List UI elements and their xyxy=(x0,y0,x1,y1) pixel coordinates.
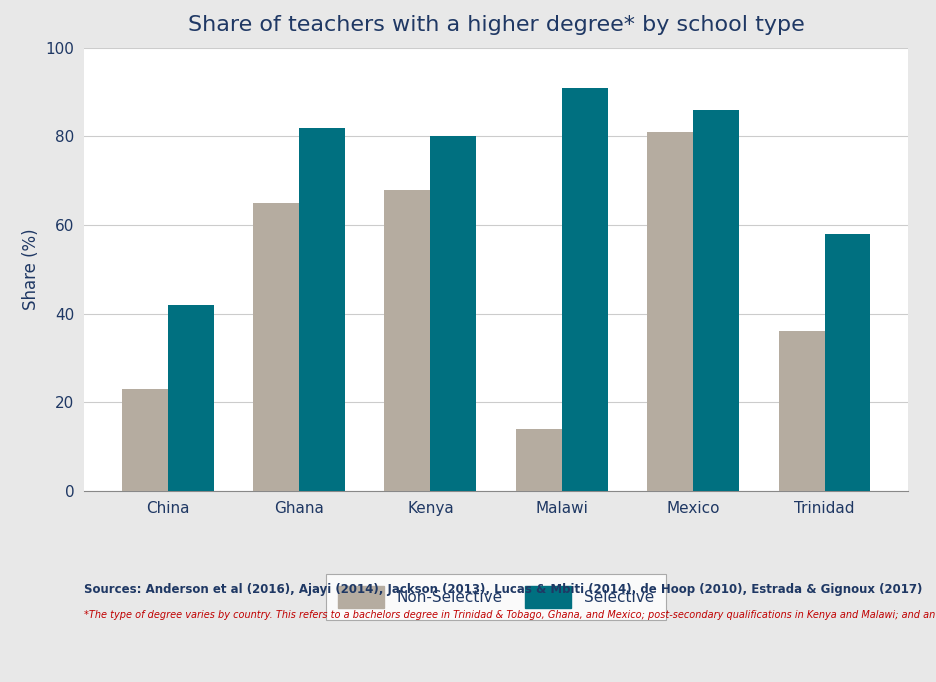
Bar xyxy=(647,132,694,491)
Bar xyxy=(385,190,431,491)
Bar xyxy=(431,136,476,491)
Bar xyxy=(122,389,168,491)
Legend: Non-Selective, Selective: Non-Selective, Selective xyxy=(326,574,666,620)
Bar xyxy=(825,234,870,491)
Text: *The type of degree varies by country. This refers to a bachelors degree in Trin: *The type of degree varies by country. T… xyxy=(84,610,936,621)
Bar xyxy=(299,128,345,491)
Bar xyxy=(168,305,213,491)
Y-axis label: Share (%): Share (%) xyxy=(22,228,40,310)
Text: Sources: Anderson et al (2016), Ajayi (2014), Jackson (2013), Lucas & Mbiti (201: Sources: Anderson et al (2016), Ajayi (2… xyxy=(84,583,923,596)
Title: Share of teachers with a higher degree* by school type: Share of teachers with a higher degree* … xyxy=(188,15,804,35)
Bar xyxy=(779,331,825,491)
Bar xyxy=(253,203,299,491)
Bar xyxy=(694,110,739,491)
Bar xyxy=(562,88,607,491)
Bar xyxy=(516,429,562,491)
